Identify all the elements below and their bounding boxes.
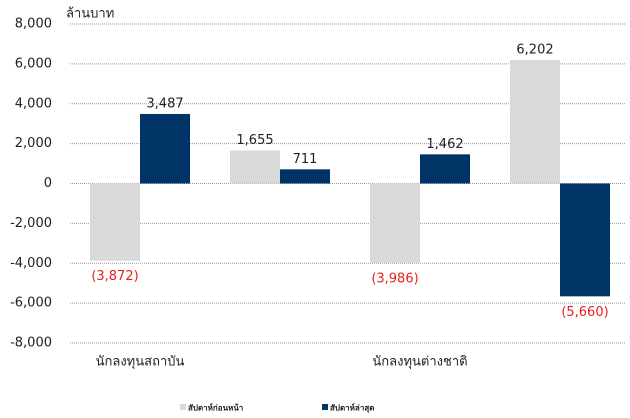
bar (560, 183, 610, 297)
bar (230, 150, 280, 184)
legend-swatch (180, 404, 186, 410)
y-tick-label: -4,000 (10, 256, 52, 271)
y-tick-label: 2,000 (15, 136, 52, 151)
value-label: (5,660) (561, 305, 608, 320)
value-label: 3,487 (146, 96, 183, 111)
y-tick-label: 6,000 (15, 56, 52, 71)
value-label: 1,655 (236, 133, 273, 148)
y-tick-label: -8,000 (10, 336, 52, 351)
x-tick-label: นักลงทุนสถาบัน (96, 355, 185, 370)
y-tick-label: -6,000 (10, 296, 52, 311)
bar (90, 183, 140, 261)
legend-label: สัปดาห์ล่าสุด (330, 403, 374, 414)
y-tick-label: 4,000 (15, 96, 52, 111)
legend-swatch (322, 404, 328, 410)
bar (370, 183, 420, 263)
value-label: (3,872) (91, 269, 138, 284)
bar (140, 113, 190, 184)
legend-label: สัปดาห์ก่อนหน้า (188, 403, 243, 413)
y-axis-label: ล้านบาท (66, 7, 114, 22)
value-label: (3,986) (371, 271, 418, 286)
value-label: 6,202 (516, 42, 553, 57)
x-tick-label: นักลงทุนต่างชาติ (372, 355, 467, 370)
value-label: 711 (293, 152, 318, 167)
y-tick-label: -2,000 (10, 216, 52, 231)
y-tick-label: 0 (44, 176, 52, 191)
bar (280, 169, 330, 184)
bar (510, 59, 560, 184)
y-tick-label: 8,000 (15, 17, 52, 32)
value-label: 1,462 (426, 137, 463, 152)
bar (420, 154, 470, 184)
